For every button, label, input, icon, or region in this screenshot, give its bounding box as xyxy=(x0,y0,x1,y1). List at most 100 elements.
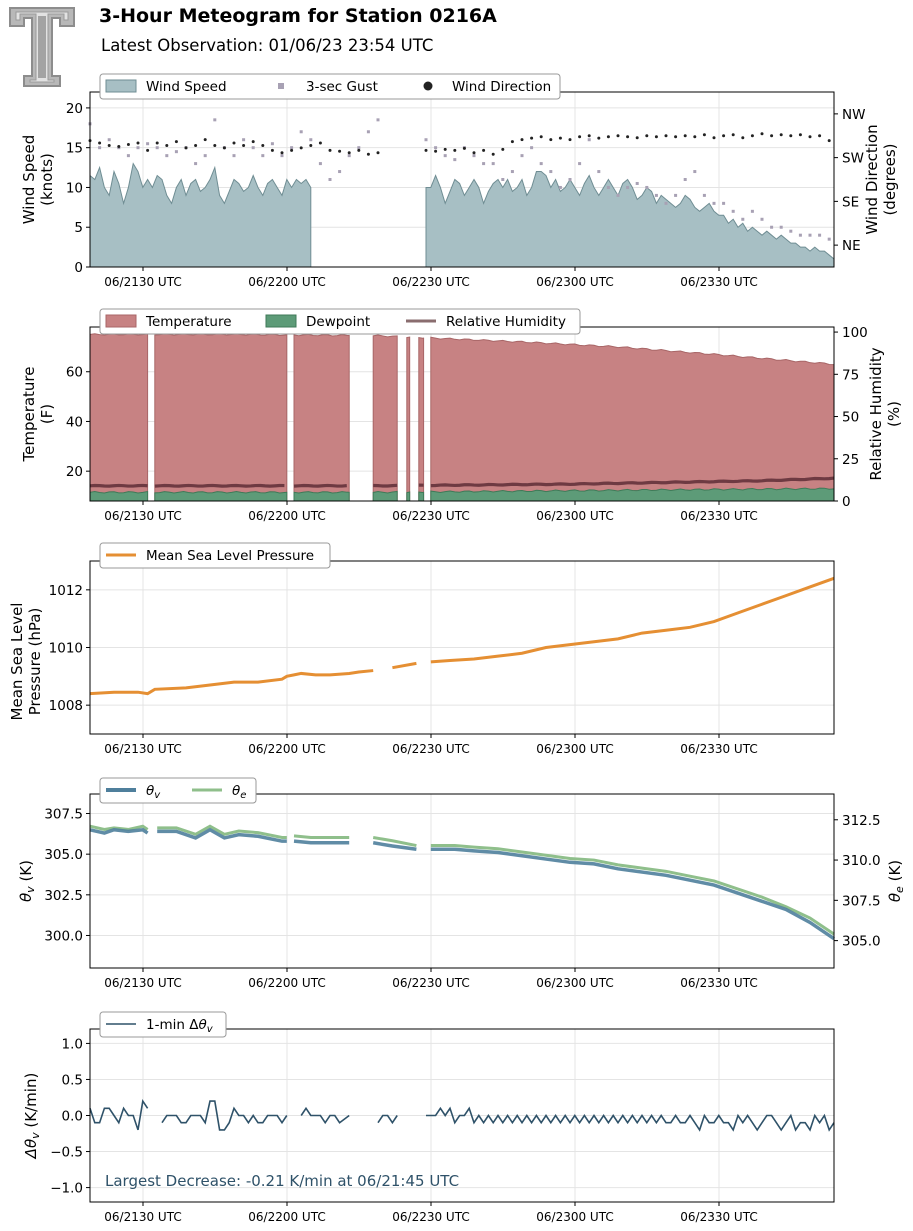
wind-direction-point xyxy=(693,135,697,139)
gust-point xyxy=(338,170,342,174)
gust-point xyxy=(472,154,476,158)
wind-speed-area xyxy=(89,162,312,268)
legend-frame xyxy=(99,777,257,804)
wind-direction-point xyxy=(107,143,111,147)
x-tick-label: 06/2200 UTC xyxy=(248,1210,325,1224)
wind-direction-point xyxy=(626,135,630,139)
theta-e-line xyxy=(372,836,417,848)
theta-e-line xyxy=(157,824,287,839)
wind-direction-point xyxy=(789,134,793,138)
x-tick-label: 06/2330 UTC xyxy=(680,275,757,289)
chart-title: 3-Hour Meteogram for Station 0216A xyxy=(99,5,497,27)
gust-point xyxy=(155,146,159,150)
wind-direction-point xyxy=(155,141,159,145)
delta-theta-line xyxy=(89,1098,149,1131)
wind-direction-point xyxy=(443,147,447,151)
wind-direction-point xyxy=(280,151,284,155)
legend-frame xyxy=(99,73,561,100)
y-right-tick-label: 100 xyxy=(842,325,868,341)
wind-speed-area xyxy=(425,171,835,268)
wind-direction-point xyxy=(434,149,438,153)
gust-point xyxy=(453,158,457,162)
gust-point xyxy=(654,193,658,197)
wind-direction-point xyxy=(174,140,178,144)
pressure-line xyxy=(89,669,374,696)
gust-point xyxy=(357,146,361,150)
gust-point xyxy=(606,185,610,189)
relative-humidity-line xyxy=(89,483,148,488)
wind-direction-point xyxy=(146,148,150,152)
gust-point xyxy=(510,170,514,174)
wind-direction-point xyxy=(318,141,322,145)
relative-humidity-line xyxy=(154,483,285,488)
gust-point xyxy=(616,193,620,197)
gust-point xyxy=(107,138,111,142)
gust-point xyxy=(578,162,582,166)
theta-e-line xyxy=(89,824,149,831)
y-axis-label: Relative Humidity(%) xyxy=(867,347,903,480)
gust-point xyxy=(597,170,601,174)
gust-point xyxy=(280,154,284,158)
wind-direction-point xyxy=(818,134,822,138)
wind-direction-point xyxy=(462,146,466,150)
y-right-tick-label: SE xyxy=(842,194,859,210)
pressure-line xyxy=(430,576,835,664)
gust-point xyxy=(549,170,553,174)
legend-label: Temperature xyxy=(145,314,232,330)
wind-direction-point xyxy=(472,151,476,155)
x-tick-label: 06/2130 UTC xyxy=(104,1210,181,1224)
delta-theta-line xyxy=(426,1106,835,1132)
wind-direction-point xyxy=(261,143,265,147)
wind-direction-point xyxy=(616,134,620,138)
y-tick-label: −1.0 xyxy=(50,1181,83,1197)
gust-point xyxy=(309,138,313,142)
gust-point xyxy=(318,162,322,166)
wind-direction-point xyxy=(290,148,294,152)
gust-point xyxy=(645,185,649,189)
y-right-tick-label: 50 xyxy=(842,410,859,426)
gust-point xyxy=(741,217,745,221)
x-tick-label: 06/2130 UTC xyxy=(104,275,181,289)
x-tick-label: 06/2300 UTC xyxy=(536,509,613,523)
delta-theta-line xyxy=(300,1106,350,1125)
y-tick-label: 15 xyxy=(66,141,83,157)
y-tick-label: 20 xyxy=(66,464,83,480)
y-right-axis-label: θe (K) xyxy=(886,860,906,902)
x-tick-label: 06/2300 UTC xyxy=(536,1210,613,1224)
gust-point xyxy=(482,162,486,166)
x-tick-label: 06/2230 UTC xyxy=(392,275,469,289)
legend-swatch xyxy=(105,314,137,328)
y-right-tick-label: SW xyxy=(842,151,864,167)
y-axis-label: Mean Sea LevelPressure (hPa) xyxy=(8,603,44,721)
temperature-area xyxy=(430,336,835,502)
gust-point xyxy=(194,162,198,166)
gust-point xyxy=(712,201,716,205)
gust-point xyxy=(731,209,735,213)
y-right-tick-label: 307.5 xyxy=(842,893,881,909)
y-tick-label: 307.5 xyxy=(44,807,83,823)
y-tick-label: 0.0 xyxy=(62,1109,83,1125)
theta-v-line xyxy=(89,827,149,835)
x-tick-label: 06/2130 UTC xyxy=(104,742,181,756)
legend: Wind Speed 3-sec Gust Wind Direction xyxy=(99,73,561,100)
gust-point xyxy=(702,193,706,197)
relative-humidity-line xyxy=(430,476,835,488)
gust-point xyxy=(789,229,793,233)
plot-frame xyxy=(89,793,835,969)
gust-point xyxy=(328,178,332,181)
dewpoint-area xyxy=(293,491,350,502)
gust-point xyxy=(261,154,265,158)
x-tick-label: 06/2200 UTC xyxy=(248,976,325,990)
gust-point xyxy=(251,146,255,150)
gust-point xyxy=(750,209,754,213)
gust-point xyxy=(98,146,102,150)
gust-point xyxy=(366,130,370,134)
y-right-tick-label: 75 xyxy=(842,367,859,383)
wind-direction-point xyxy=(165,143,169,147)
gust-point xyxy=(587,138,591,142)
x-tick-label: 06/2300 UTC xyxy=(536,976,613,990)
wind-direction-point xyxy=(578,135,582,139)
wind-direction-point xyxy=(760,132,764,136)
wind-direction-point xyxy=(184,146,188,150)
